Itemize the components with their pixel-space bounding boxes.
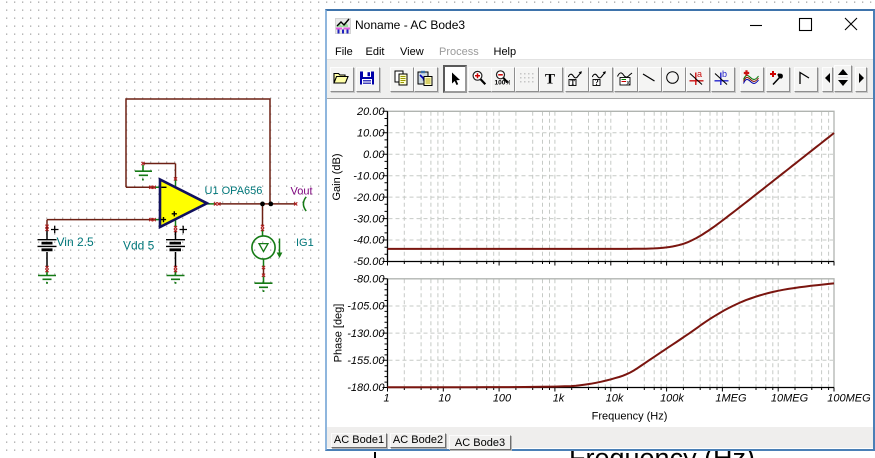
svg-text:IG1: IG1 (296, 237, 314, 249)
svg-text:b: b (722, 70, 727, 79)
svg-text:10MEG: 10MEG (771, 393, 809, 405)
svg-text:Gain (dB): Gain (dB) (331, 153, 343, 200)
svg-text:-50.00: -50.00 (353, 256, 385, 268)
svg-text:1MEG: 1MEG (715, 393, 747, 405)
svg-text:Frequency (Hz): Frequency (Hz) (592, 411, 668, 423)
svg-text:-20.00: -20.00 (353, 192, 385, 204)
svg-text:Vin 2.5: Vin 2.5 (57, 235, 94, 249)
svg-text:20.00: 20.00 (356, 106, 385, 118)
svg-text:T: T (570, 79, 575, 86)
svg-text:100%: 100% (495, 80, 511, 87)
svg-text:100k: 100k (660, 393, 684, 405)
svg-text:-155.00: -155.00 (347, 355, 385, 367)
svg-text:Phase [deg]: Phase [deg] (333, 304, 345, 363)
svg-text:-130.00: -130.00 (347, 328, 385, 340)
svg-text:10: 10 (438, 393, 451, 405)
svg-text:x: x (626, 80, 630, 87)
svg-text:-180.00: -180.00 (347, 382, 385, 394)
svg-text:-10.00: -10.00 (353, 170, 385, 182)
svg-text:Vout: Vout (291, 186, 313, 198)
svg-text:U1 OPA656: U1 OPA656 (205, 185, 263, 197)
svg-text:-105.00: -105.00 (347, 301, 385, 313)
svg-text:10.00: 10.00 (357, 128, 385, 140)
svg-text:-30.00: -30.00 (353, 213, 385, 225)
svg-text:?: ? (595, 78, 599, 86)
svg-text:1k: 1k (553, 393, 565, 405)
svg-text:-40.00: -40.00 (353, 235, 385, 247)
svg-text:100MEG: 100MEG (827, 393, 871, 405)
svg-text:T: T (545, 72, 555, 87)
svg-text:-80.00: -80.00 (353, 274, 385, 286)
svg-text:10k: 10k (606, 393, 624, 405)
svg-text:Vdd 5: Vdd 5 (123, 239, 155, 253)
svg-text:1: 1 (383, 393, 389, 405)
svg-text:100: 100 (493, 393, 512, 405)
svg-text:a: a (697, 70, 702, 79)
svg-text:0.00: 0.00 (363, 149, 385, 161)
